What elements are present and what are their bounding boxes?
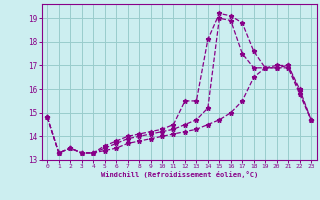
X-axis label: Windchill (Refroidissement éolien,°C): Windchill (Refroidissement éolien,°C) (100, 171, 258, 178)
